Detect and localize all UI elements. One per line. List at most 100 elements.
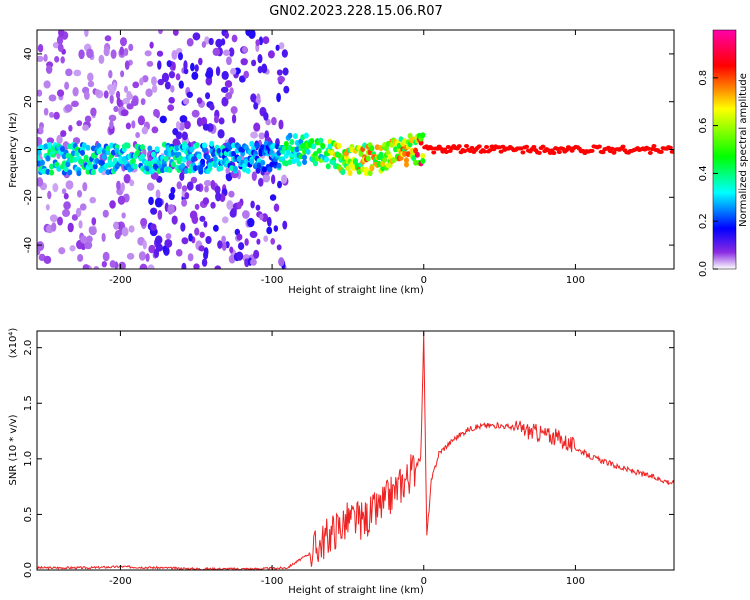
- spectrogram-ridge-cell: [212, 155, 218, 162]
- spectrogram-cell: [123, 85, 129, 93]
- spectrogram-cell: [175, 73, 181, 81]
- spectrogram-cell: [48, 94, 57, 102]
- spectrogram-ridge-cell: [256, 162, 262, 169]
- spectrogram-cell: [158, 30, 163, 35]
- spectrogram-ridge-cell: [407, 132, 413, 139]
- spectrogram-cell: [214, 265, 222, 269]
- spectrogram-ridge-cell: [369, 145, 375, 152]
- spectrogram-y-axis-label: Frequency (Hz): [8, 112, 19, 188]
- spectrogram-ridge-cell: [292, 133, 298, 140]
- spectrogram-ridge-cell: [289, 138, 295, 145]
- spectrogram-ridge-cell: [403, 157, 409, 164]
- spectrogram-cell: [161, 72, 170, 83]
- colorbar-ticks: 0.0 0.2 0.4 0.6 0.8: [698, 70, 718, 277]
- spectrogram-cell: [236, 233, 243, 241]
- spectrogram-cell: [37, 89, 43, 97]
- spectrogram-ridge-cell: [647, 150, 653, 155]
- snr-series-line: [37, 331, 674, 570]
- spectrogram-cell: [199, 215, 206, 222]
- spectrogram-cell: [170, 85, 175, 93]
- y-tick-label: 0.0: [23, 562, 34, 578]
- spectrogram-cell: [84, 115, 92, 123]
- spectrogram-ridge-cell: [140, 144, 146, 151]
- spectrogram-cell: [262, 36, 270, 44]
- spectrogram-cell: [276, 69, 283, 76]
- spectrogram-cell: [128, 225, 135, 233]
- spectrogram-ridge-cell: [80, 149, 85, 156]
- spectrogram-cell: [192, 32, 201, 41]
- spectrogram-cell: [230, 106, 238, 114]
- spectrogram-cell: [126, 90, 132, 101]
- spectrogram-cell: [261, 63, 268, 74]
- spectrogram-cell: [101, 260, 107, 268]
- spectrogram-ridge-cell: [303, 132, 309, 139]
- spectrogram-ridge-cell: [125, 142, 131, 149]
- spectrogram-cell: [201, 41, 207, 48]
- spectrogram-ridge-cell: [198, 168, 204, 175]
- y-tick-label: 0.5: [23, 506, 34, 522]
- spectrogram-cell: [215, 38, 223, 48]
- x-tick-label: 100: [566, 576, 585, 587]
- spectrogram-cell: [43, 255, 52, 264]
- spectrogram-cell: [139, 263, 148, 269]
- spectrogram-cell: [171, 50, 178, 60]
- spectrogram-cell: [273, 203, 280, 212]
- spectrogram-cell: [155, 189, 161, 199]
- x-tick-label: 0: [421, 275, 427, 286]
- spectrogram-cell: [266, 226, 273, 235]
- spectrogram-cell: [82, 124, 89, 131]
- spectrogram-cell: [186, 37, 194, 47]
- spectrogram-ridge-cell: [271, 142, 277, 149]
- spectrogram-cell: [84, 30, 89, 38]
- spectrogram-cell: [119, 37, 127, 47]
- spectrogram-cell: [226, 200, 234, 210]
- spectrogram-ridge-cell: [420, 152, 426, 159]
- spectrogram-cell: [43, 80, 51, 89]
- spectrogram-cell: [71, 100, 79, 108]
- spectrogram-ridge-cell: [325, 163, 331, 170]
- spectrogram-cell: [176, 181, 182, 190]
- spectrogram-cell: [199, 231, 205, 238]
- spectrogram-cell: [124, 60, 130, 70]
- y-tick-label: 1.0: [23, 451, 34, 467]
- spectrogram-cell: [154, 235, 163, 245]
- spectrogram-ridge-cell: [150, 151, 156, 158]
- spectrogram-cell: [113, 221, 119, 230]
- spectrogram-cell: [56, 134, 63, 145]
- spectrogram-cell: [144, 50, 152, 57]
- spectrogram-cell: [191, 71, 199, 81]
- spectrogram-cell: [69, 245, 76, 252]
- spectrogram-ridge-cell: [231, 142, 237, 149]
- spectrogram-cell: [209, 103, 215, 111]
- spectrogram-cell: [191, 109, 200, 118]
- spectrogram-ridge-cell: [596, 144, 602, 149]
- spectrogram-cell: [205, 76, 213, 86]
- spectrogram-cell: [250, 93, 257, 103]
- spectrogram-ridge-cell: [192, 165, 198, 172]
- spectrogram-cell: [225, 92, 233, 100]
- spectrogram-cell: [240, 58, 248, 66]
- spectrogram-ridge-cell: [667, 145, 673, 150]
- spectrogram-ridge-cell: [105, 169, 111, 176]
- spectrogram-ridge-cell: [476, 144, 482, 149]
- spectrogram-ridge-cell: [484, 144, 490, 149]
- spectrogram-cell: [76, 120, 83, 127]
- spectrogram-ridge-cell: [83, 154, 89, 161]
- spectrogram-cell: [148, 196, 154, 206]
- spectrogram-ridge-cell: [171, 161, 176, 168]
- spectrogram-cell: [150, 223, 157, 231]
- spectrogram-cell: [203, 179, 212, 187]
- spectrogram-cell: [182, 98, 190, 105]
- spectrogram-cell: [221, 96, 229, 107]
- spectrogram-cell: [102, 209, 109, 218]
- spectrogram-cell: [194, 203, 200, 210]
- spectrogram-ridge-cell: [311, 143, 317, 150]
- spectrogram-cell: [155, 243, 163, 252]
- spectrogram-ridge-cell: [600, 150, 606, 155]
- spectrogram-cell: [180, 222, 186, 232]
- spectrogram-cell: [213, 115, 219, 124]
- colorbar-gradient: [712, 29, 737, 270]
- spectrogram-cell: [231, 34, 238, 43]
- spectrogram-cell: [210, 179, 216, 190]
- spectrogram-cell: [77, 253, 84, 262]
